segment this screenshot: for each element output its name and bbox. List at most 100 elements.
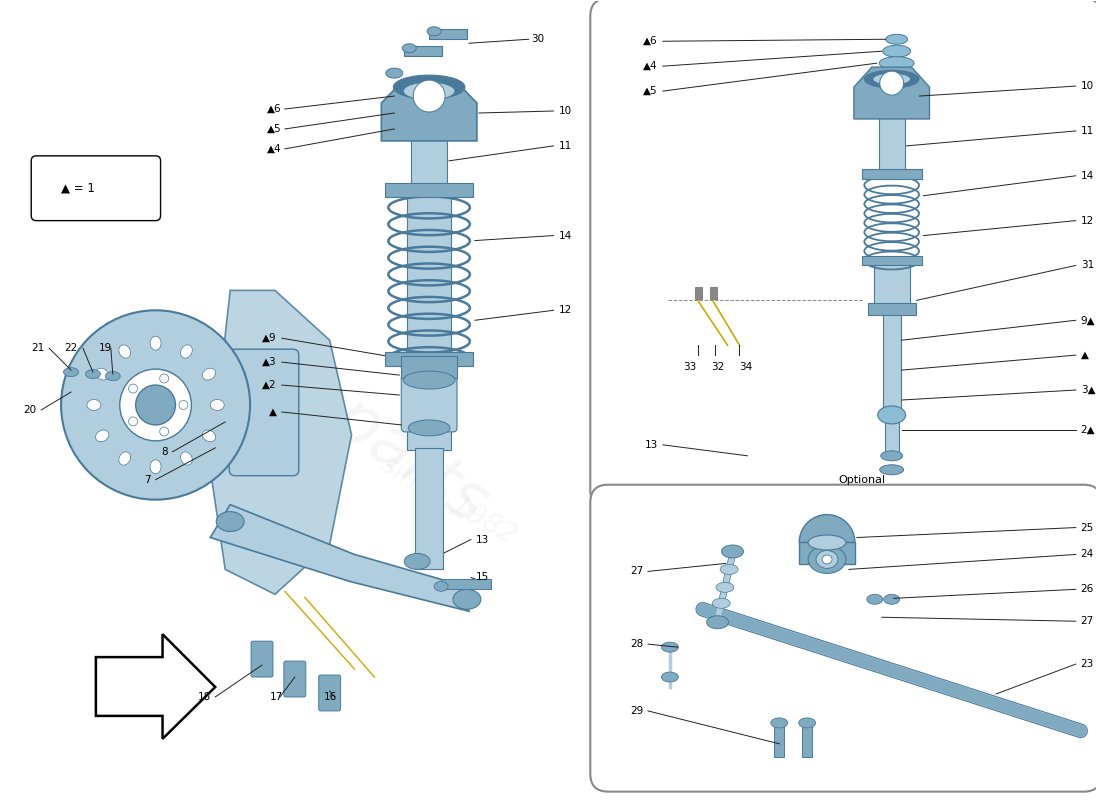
Ellipse shape: [106, 371, 120, 381]
Bar: [882, 310, 901, 410]
Bar: [861, 255, 922, 266]
Text: europarts: europarts: [746, 201, 947, 360]
Text: 17: 17: [270, 692, 283, 702]
Text: 16: 16: [324, 692, 338, 702]
Ellipse shape: [404, 82, 455, 100]
Text: 26: 26: [1080, 584, 1093, 594]
Text: 8: 8: [161, 447, 167, 457]
Ellipse shape: [64, 368, 78, 377]
Ellipse shape: [434, 582, 448, 591]
Circle shape: [179, 401, 188, 410]
Text: ▲2: ▲2: [262, 380, 277, 390]
Ellipse shape: [872, 73, 911, 85]
Ellipse shape: [180, 345, 192, 358]
Text: 7: 7: [144, 474, 151, 485]
Text: ▲4: ▲4: [644, 61, 658, 71]
Polygon shape: [210, 290, 352, 594]
Text: europarts: europarts: [198, 300, 500, 539]
Ellipse shape: [867, 594, 882, 604]
Text: ▲9: ▲9: [262, 334, 277, 343]
Ellipse shape: [661, 672, 679, 682]
Ellipse shape: [119, 452, 131, 465]
Wedge shape: [800, 514, 855, 542]
Ellipse shape: [403, 44, 416, 53]
Ellipse shape: [210, 399, 224, 410]
Ellipse shape: [96, 430, 109, 442]
Text: 14: 14: [1080, 170, 1093, 181]
Bar: [402, 356, 456, 378]
Polygon shape: [854, 67, 930, 119]
Text: ▲: ▲: [268, 407, 277, 417]
Ellipse shape: [879, 57, 914, 70]
FancyBboxPatch shape: [229, 349, 299, 476]
Bar: [411, 139, 447, 190]
FancyBboxPatch shape: [319, 675, 341, 711]
Ellipse shape: [386, 68, 403, 78]
Text: 33: 33: [683, 362, 696, 372]
Ellipse shape: [822, 555, 832, 564]
Ellipse shape: [217, 512, 244, 531]
Bar: [441, 579, 491, 590]
Bar: [407, 186, 451, 450]
Text: 21: 21: [31, 343, 44, 353]
Text: 19: 19: [99, 343, 112, 353]
Text: ▲6: ▲6: [267, 104, 282, 114]
Ellipse shape: [816, 550, 838, 569]
Ellipse shape: [150, 460, 161, 474]
Bar: [884, 413, 899, 455]
Ellipse shape: [886, 34, 907, 44]
Text: ▲3: ▲3: [262, 357, 277, 367]
Text: 32: 32: [711, 362, 724, 372]
Ellipse shape: [427, 27, 441, 36]
Text: 20: 20: [23, 405, 36, 415]
Bar: [710, 287, 716, 299]
Text: Optional: Optional: [838, 474, 886, 485]
Text: ▲: ▲: [1080, 350, 1089, 360]
Circle shape: [160, 427, 168, 436]
Polygon shape: [96, 634, 216, 739]
Ellipse shape: [808, 546, 846, 574]
Ellipse shape: [716, 582, 734, 592]
Bar: [774, 725, 784, 757]
Text: 2▲: 2▲: [1080, 425, 1096, 435]
Ellipse shape: [405, 554, 430, 570]
Text: 31: 31: [1080, 261, 1093, 270]
Text: ▲6: ▲6: [644, 36, 658, 46]
Ellipse shape: [453, 590, 481, 610]
Bar: [802, 725, 812, 757]
Ellipse shape: [404, 371, 455, 389]
Ellipse shape: [808, 535, 846, 550]
Ellipse shape: [878, 406, 905, 424]
Text: 23: 23: [1080, 659, 1093, 669]
Ellipse shape: [202, 368, 216, 380]
FancyBboxPatch shape: [251, 641, 273, 677]
Ellipse shape: [799, 718, 815, 728]
Text: ▲5: ▲5: [644, 86, 658, 96]
FancyBboxPatch shape: [31, 156, 161, 221]
Circle shape: [120, 369, 191, 441]
Bar: [695, 287, 702, 299]
Circle shape: [414, 80, 446, 112]
Bar: [800, 542, 855, 565]
Polygon shape: [210, 505, 469, 611]
Bar: [868, 303, 915, 315]
Bar: [861, 169, 922, 178]
Ellipse shape: [394, 75, 465, 99]
Bar: [385, 352, 473, 366]
Ellipse shape: [150, 336, 161, 350]
Ellipse shape: [865, 70, 918, 88]
Bar: [405, 46, 442, 56]
FancyBboxPatch shape: [591, 485, 1100, 792]
Text: 13: 13: [476, 534, 490, 545]
Text: 28: 28: [630, 639, 644, 649]
Text: 11: 11: [559, 141, 572, 151]
Bar: [873, 265, 910, 310]
Circle shape: [880, 71, 903, 95]
Circle shape: [135, 385, 176, 425]
Ellipse shape: [661, 642, 679, 652]
Text: ▲ = 1: ▲ = 1: [62, 182, 95, 194]
Circle shape: [62, 310, 250, 500]
FancyBboxPatch shape: [591, 0, 1100, 508]
Ellipse shape: [96, 368, 109, 380]
FancyBboxPatch shape: [402, 374, 456, 432]
